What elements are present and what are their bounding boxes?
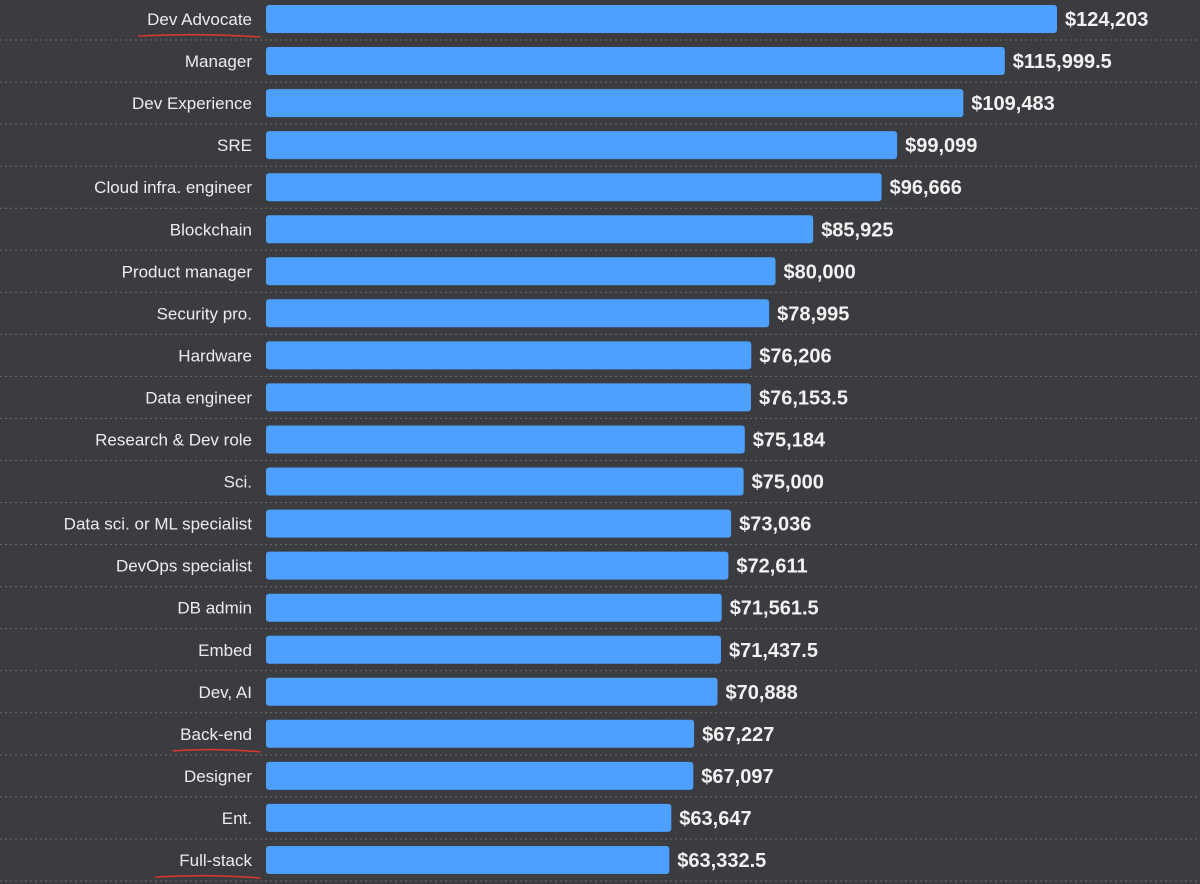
category-label-cloud-infra-engineer: Cloud infra. engineer [94,178,252,197]
bar-dev-ai [266,677,718,706]
bar-designer [266,761,694,790]
value-label-manager: $115,999.5 [1013,51,1112,73]
value-label-designer: $67,097 [701,766,773,788]
underline-full-stack [155,874,261,879]
value-label-back-end: $67,227 [702,724,774,746]
category-label-data-sci-or-ml-specialist: Data sci. or ML specialist [64,515,253,534]
category-label-sci: Sci. [224,473,252,492]
category-label-dev-advocate: Dev Advocate [147,10,252,29]
bar-devops-specialist [266,551,729,580]
bar-dev-experience [266,89,964,118]
bar-hardware [266,341,752,370]
category-label-db-admin: DB admin [177,599,252,618]
category-label-product-manager: Product manager [122,262,253,281]
bar-research-and-dev-role [266,425,745,454]
value-label-product-manager: $80,000 [784,261,856,283]
category-label-full-stack: Full-stack [179,851,252,870]
bar-data-sci-or-ml-specialist [266,509,732,538]
value-label-dev-experience: $109,483 [971,93,1054,115]
bar-sci [266,467,744,496]
category-label-manager: Manager [185,52,252,71]
bar-sre [266,131,898,160]
value-label-full-stack: $63,332.5 [677,850,766,872]
value-label-dev-ai: $70,888 [726,682,798,704]
value-label-sci: $75,000 [752,472,824,494]
bar-security-pro [266,299,770,328]
bar-data-engineer [266,383,751,412]
category-label-research-and-dev-role: Research & Dev role [95,431,252,450]
category-label-embed: Embed [198,641,252,660]
bar-product-manager [266,257,776,286]
value-label-cloud-infra-engineer: $96,666 [890,177,962,199]
bar-blockchain [266,215,814,244]
category-label-back-end: Back-end [180,725,252,744]
value-label-data-engineer: $76,153.5 [759,387,848,409]
bar-ent [266,803,672,832]
category-label-blockchain: Blockchain [170,220,252,239]
value-label-dev-advocate: $124,203 [1065,9,1148,31]
gridlines [0,39,1200,882]
bar-cloud-infra-engineer [266,173,882,202]
underline-dev-advocate [138,33,261,38]
value-label-devops-specialist: $72,611 [736,556,807,578]
category-label-ent: Ent. [222,809,252,828]
value-label-ent: $63,647 [679,808,751,830]
category-label-security-pro: Security pro. [157,304,252,323]
value-labels: $124,203 $115,999.5 $109,483 $99,099 $96,666… [677,9,1148,872]
bars [266,5,1057,874]
category-label-dev-ai: Dev, AI [198,683,252,702]
category-label-hardware: Hardware [178,346,252,365]
category-label-dev-experience: Dev Experience [132,94,252,113]
bar-embed [266,635,721,664]
value-label-db-admin: $71,561.5 [730,598,819,620]
bar-dev-advocate [266,5,1057,33]
value-label-embed: $71,437.5 [729,640,818,662]
category-label-data-engineer: Data engineer [145,388,252,407]
bar-db-admin [266,593,722,622]
category-label-designer: Designer [184,767,252,786]
underline-back-end [172,748,261,753]
value-label-sre: $99,099 [905,135,977,157]
value-label-security-pro: $78,995 [777,303,849,325]
value-label-blockchain: $85,925 [821,219,893,241]
bar-full-stack [266,846,670,874]
category-label-devops-specialist: DevOps specialist [116,557,252,576]
bar-manager [266,47,1005,75]
category-label-sre: SRE [217,136,252,155]
value-label-data-sci-or-ml-specialist: $73,036 [739,514,811,536]
category-labels: Dev Advocate Manager Dev Experience SRE Clou… [64,10,253,870]
value-label-research-and-dev-role: $75,184 [753,430,826,452]
value-label-hardware: $76,206 [759,345,831,367]
bar-back-end [266,719,695,748]
underline-annotations [138,33,261,879]
